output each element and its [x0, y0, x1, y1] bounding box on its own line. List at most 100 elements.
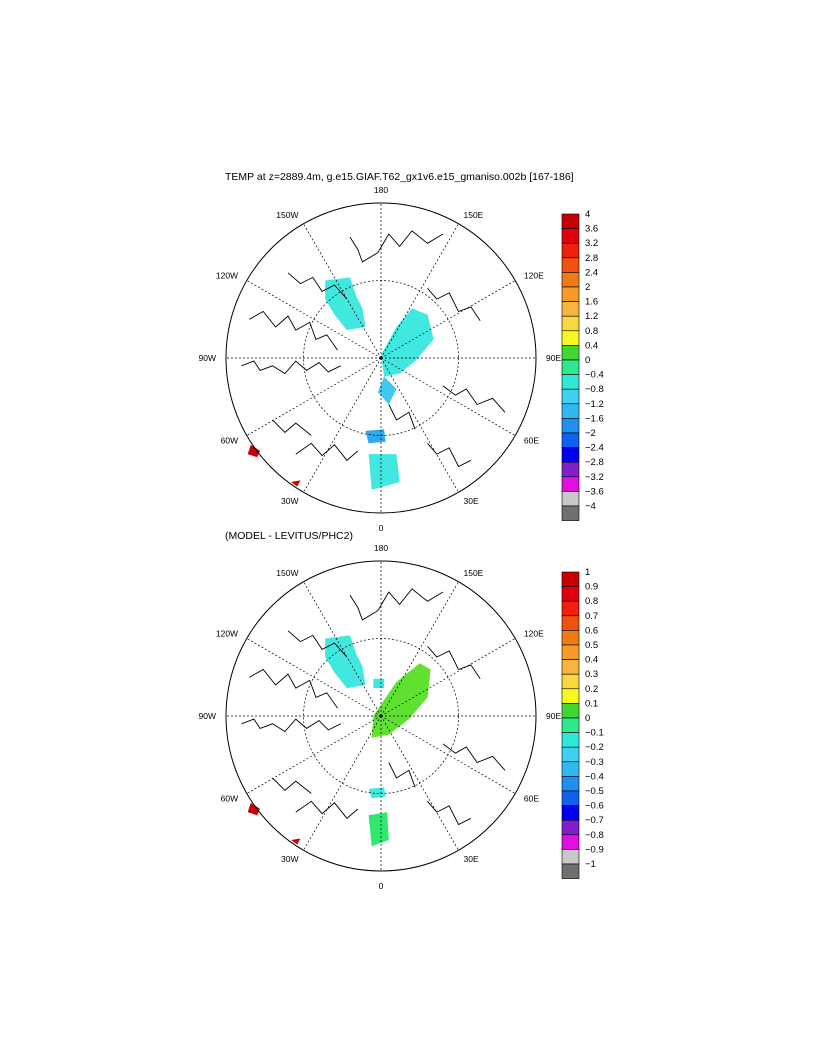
- colorbar-label: 0.6: [585, 625, 598, 636]
- longitude-label-sw2: 30W: [281, 854, 298, 864]
- coastline: [272, 419, 312, 436]
- colorbar-swatch: [561, 644, 580, 660]
- colorbar-label: 0.5: [585, 640, 598, 651]
- colorbar-label: −4: [585, 501, 596, 512]
- coastline: [249, 668, 338, 709]
- colorbar-label: 0.9: [585, 582, 598, 593]
- coastline: [287, 630, 348, 658]
- colorbar-label: 1: [585, 567, 590, 578]
- coastline: [427, 288, 481, 322]
- fill-region-cyan-2: [373, 678, 385, 689]
- colorbar-label: −3.2: [585, 472, 604, 483]
- coastline: [427, 443, 472, 468]
- colorbar-swatch: [561, 819, 580, 836]
- colorbar-label: 0.4: [585, 340, 598, 351]
- longitude-label-sw1: 60W: [221, 436, 238, 446]
- colorbar-swatch: [561, 717, 580, 733]
- colorbar-swatch: [561, 586, 580, 602]
- coastline: [349, 588, 444, 621]
- longitude-label-se1: 60E: [524, 436, 539, 446]
- coastline: [241, 718, 341, 733]
- colorbar-label: −3.6: [585, 486, 604, 497]
- meridian-line: [303, 581, 382, 717]
- colorbar-swatch: [561, 505, 580, 521]
- coastline: [295, 800, 359, 819]
- colorbar-swatch: [561, 790, 580, 806]
- longitude-label-sw1: 60W: [221, 794, 238, 804]
- meridian-line: [380, 715, 459, 851]
- coastline: [442, 385, 506, 413]
- longitude-label-nw1: 150W: [276, 568, 298, 578]
- colorbar-label: −0.4: [585, 771, 604, 782]
- colorbar-label: −0.8: [585, 830, 604, 841]
- colorbar-swatch: [561, 776, 580, 792]
- colorbar-label: 0.8: [585, 596, 598, 607]
- coastline: [442, 743, 506, 771]
- map-boundary: [225, 560, 537, 872]
- longitude-label-nw2: 120W: [216, 629, 238, 639]
- colorbar-label: −0.6: [585, 801, 604, 812]
- meridian-line: [380, 280, 516, 359]
- colorbar-label: 0.8: [585, 326, 598, 337]
- meridian-line: [246, 638, 382, 717]
- colorbar-label: 2: [585, 282, 590, 293]
- longitude-label-n: 180: [374, 543, 388, 553]
- longitude-label-se2: 30E: [464, 854, 479, 864]
- colorbar-swatch: [561, 688, 580, 704]
- longitude-label-se1: 60E: [524, 794, 539, 804]
- fill-region-green: [371, 663, 431, 738]
- fill-region-blue: [365, 429, 386, 444]
- meridian-line: [303, 715, 382, 851]
- fill-region-cyan: [325, 635, 366, 689]
- colorbar-label: −1.2: [585, 399, 604, 410]
- colorbar-label: −0.4: [585, 370, 604, 381]
- colorbar-swatch: [561, 703, 580, 719]
- colorbar-swatch: [561, 659, 580, 675]
- longitude-label-ne2: 120E: [524, 629, 544, 639]
- longitude-label-sw2: 30W: [281, 496, 298, 506]
- longitude-label-e: 90E: [546, 711, 561, 721]
- colorbar-label: 0.4: [585, 655, 598, 666]
- colorbar-label: −2.4: [585, 443, 604, 454]
- fill-region-red-2: [291, 480, 301, 487]
- fill-region-red: [247, 444, 261, 458]
- longitude-label-n: 180: [374, 185, 388, 195]
- colorbar-label: −0.8: [585, 384, 604, 395]
- longitude-label-nw1: 150W: [276, 210, 298, 220]
- colorbar-label: 3.6: [585, 224, 598, 235]
- colorbar-swatch: [561, 732, 580, 748]
- colorbar-label: −0.2: [585, 742, 604, 753]
- colorbar-swatch: [561, 849, 580, 865]
- colorbar-label: 3.2: [585, 238, 598, 249]
- longitude-label-ne1: 150E: [464, 210, 484, 220]
- longitude-label-se2: 30E: [464, 496, 479, 506]
- fill-region-cyan-2: [381, 308, 434, 377]
- longitude-label-s: 0: [379, 523, 384, 533]
- coastline: [349, 230, 444, 263]
- colorbar-swatch: [561, 805, 580, 821]
- meridian-line: [380, 638, 516, 717]
- longitude-label-ne1: 150E: [464, 568, 484, 578]
- colorbar-swatch: [561, 600, 580, 617]
- colorbar-label: −0.1: [585, 728, 604, 739]
- longitude-label-s: 0: [379, 881, 384, 891]
- colorbar-label: 0.2: [585, 684, 598, 695]
- longitude-label-ne2: 120E: [524, 271, 544, 281]
- fill-region-red-2: [291, 838, 301, 845]
- meridian-line: [246, 715, 382, 794]
- coastline: [427, 801, 472, 826]
- colorbar-label: 2.4: [585, 267, 598, 278]
- colorbar-label: 1.6: [585, 297, 598, 308]
- fill-region-red: [247, 802, 261, 816]
- meridian-line: [303, 223, 382, 359]
- colorbar-swatch: [561, 615, 580, 631]
- colorbar-label: −0.9: [585, 844, 604, 855]
- coastline: [272, 777, 312, 794]
- colorbar-label: 0: [585, 713, 590, 724]
- longitude-label-nw2: 120W: [216, 271, 238, 281]
- fill-region-seagreen: [368, 812, 389, 847]
- colorbar-label: −0.7: [585, 815, 604, 826]
- colorbar-swatch: [561, 630, 580, 646]
- coastline: [241, 360, 341, 375]
